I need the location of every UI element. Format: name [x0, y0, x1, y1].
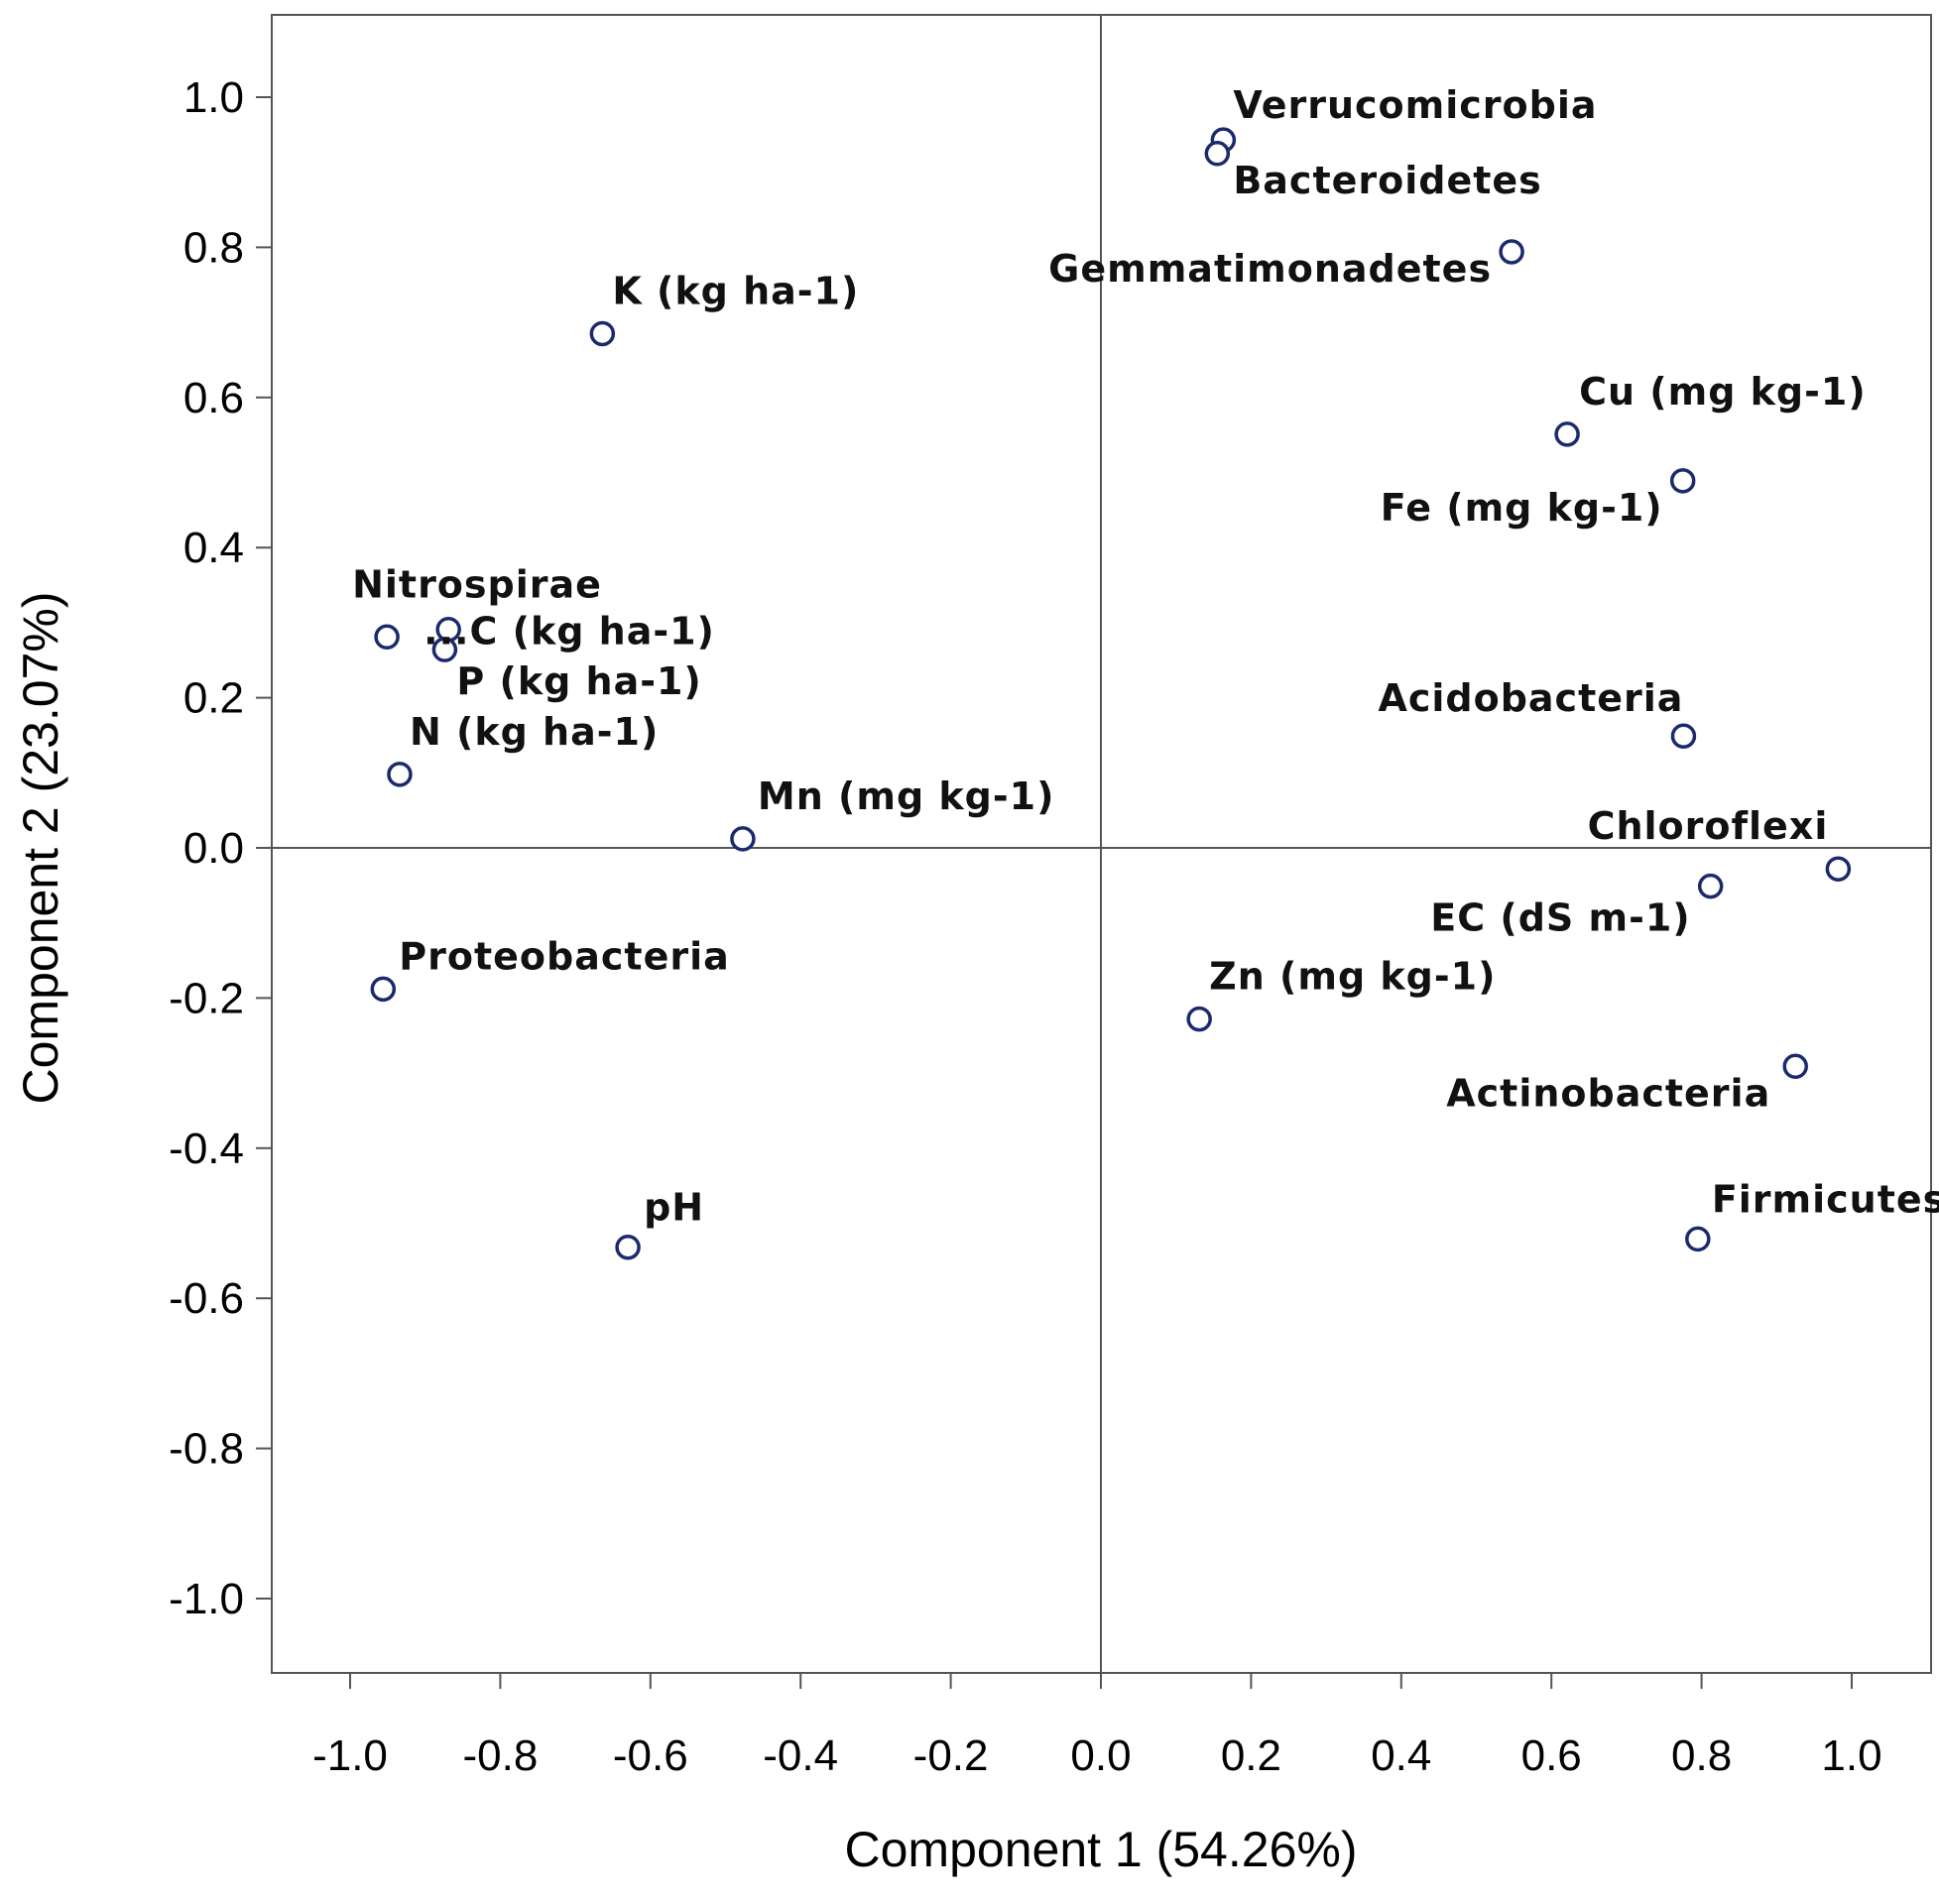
point-label: Bacteroidetes — [1233, 159, 1541, 202]
point-label: K (kg ha-1) — [612, 269, 859, 312]
reference-lines — [272, 15, 1931, 1673]
x-tick-label: 0.4 — [1371, 1731, 1431, 1780]
point-labels: Verrucomicrobia Bacteroidetes Gemmatimonad… — [352, 83, 1939, 1230]
point-label: Actinobacteria — [1446, 1071, 1770, 1115]
data-point — [1670, 723, 1697, 749]
data-point — [1499, 239, 1524, 265]
y-axis: 1.0 0.8 0.6 0.4 0.2 0.0 -0.2 -0.4 -0.6 -0.8 -1.0 — [169, 73, 272, 1623]
data-point — [1554, 421, 1580, 447]
point-label: Zn (mg kg-1) — [1209, 955, 1496, 999]
x-tick-label: 0.2 — [1221, 1731, 1281, 1780]
data-point — [1186, 1006, 1212, 1032]
y-tick-label: 0.4 — [183, 524, 244, 572]
data-point — [589, 320, 616, 347]
point-label: P (kg ha-1) — [456, 659, 701, 703]
point-label: pH — [644, 1186, 704, 1230]
y-tick-label: -0.4 — [169, 1125, 244, 1173]
data-point — [1669, 468, 1696, 494]
point-label: ...C (kg ha-1) — [424, 610, 715, 654]
x-tick-label: 1.0 — [1821, 1731, 1881, 1780]
x-axis: -1.0 -0.8 -0.6 -0.4 -0.2 0.0 0.2 0.4 0.6 0.8 1.0 — [312, 1673, 1882, 1780]
point-label: Mn (mg kg-1) — [758, 774, 1055, 818]
y-tick-label: 0.2 — [183, 674, 244, 723]
point-label: Gemmatimonadetes — [1048, 247, 1492, 291]
y-axis-title: Component 2 (23.07%) — [13, 592, 68, 1105]
x-tick-label: 0.8 — [1671, 1731, 1732, 1780]
y-tick-label: -0.8 — [169, 1425, 244, 1474]
y-tick-label: 1.0 — [183, 73, 244, 122]
point-label: N (kg ha-1) — [410, 710, 659, 754]
point-label: Acidobacteria — [1378, 676, 1683, 720]
data-point — [431, 637, 458, 662]
x-tick-label: -0.6 — [613, 1731, 688, 1780]
x-tick-label: -1.0 — [312, 1731, 388, 1780]
point-label: EC (dS m-1) — [1430, 896, 1690, 940]
point-label: Fe (mg kg-1) — [1381, 486, 1663, 530]
data-point — [1204, 141, 1231, 167]
data-point — [1697, 873, 1724, 899]
x-tick-label: -0.2 — [913, 1731, 989, 1780]
x-tick-label: -0.8 — [462, 1731, 538, 1780]
point-label: Proteobacteria — [399, 934, 729, 978]
data-point — [374, 624, 400, 651]
y-tick-label: -1.0 — [169, 1575, 244, 1623]
y-tick-label: -0.6 — [169, 1274, 244, 1323]
point-label: Cu (mg kg-1) — [1579, 370, 1867, 414]
data-point — [1782, 1053, 1808, 1080]
y-tick-label: 0.0 — [183, 824, 244, 873]
x-tick-label: 0.0 — [1070, 1731, 1131, 1780]
x-tick-label: -0.4 — [763, 1731, 838, 1780]
x-axis-title: Component 1 (54.26%) — [845, 1822, 1358, 1877]
data-point — [615, 1234, 641, 1260]
x-tick-label: 0.6 — [1521, 1731, 1582, 1780]
data-point — [387, 762, 413, 787]
data-point — [370, 976, 397, 1003]
point-label: Chloroflexi — [1588, 804, 1829, 848]
data-point — [1685, 1226, 1711, 1252]
point-label: Verrucomicrobia — [1233, 83, 1597, 127]
point-label: Nitrospirae — [352, 562, 602, 606]
data-point — [730, 826, 756, 852]
data-points — [370, 127, 1852, 1260]
y-tick-label: -0.2 — [169, 974, 244, 1022]
y-tick-label: 0.6 — [183, 374, 244, 422]
point-label: Firmicutes — [1712, 1177, 1939, 1221]
y-tick-label: 0.8 — [183, 223, 244, 272]
data-point — [1825, 856, 1852, 882]
